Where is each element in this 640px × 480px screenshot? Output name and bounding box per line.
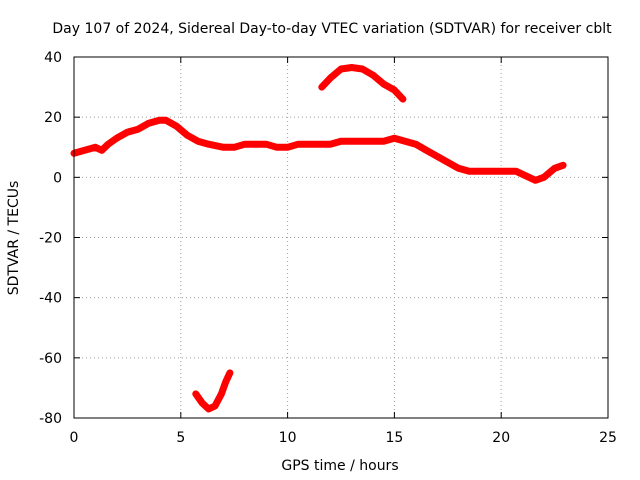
data-point: [338, 66, 344, 72]
data-point: [391, 87, 398, 94]
data-point: [156, 117, 163, 124]
data-point: [380, 138, 387, 145]
data-point: [252, 141, 259, 148]
data-point: [551, 165, 558, 172]
y-tick-label: 40: [44, 50, 62, 66]
y-tick-label: -80: [39, 411, 62, 427]
data-point: [184, 132, 191, 139]
y-tick-label: -20: [39, 231, 62, 247]
data-point: [399, 96, 406, 103]
data-point: [380, 81, 387, 88]
data-point: [222, 378, 229, 385]
data-point: [348, 138, 355, 145]
data-point: [162, 117, 169, 124]
y-tick-label: -60: [39, 351, 62, 367]
data-point: [338, 138, 344, 145]
data-point: [231, 144, 238, 151]
data-point: [194, 138, 201, 145]
data-point: [504, 168, 511, 175]
data-point: [218, 390, 225, 397]
data-point: [434, 153, 441, 160]
data-point: [135, 126, 142, 133]
data-point: [145, 120, 152, 127]
data-point: [173, 123, 180, 130]
data-point: [327, 75, 334, 82]
data-point: [205, 406, 212, 412]
data-point: [370, 72, 376, 79]
data-point: [513, 168, 520, 175]
data-point: [359, 138, 366, 145]
data-point: [316, 141, 323, 148]
data-point: [560, 162, 567, 169]
series-upper-arc: [318, 64, 407, 103]
y-tick-label: 0: [53, 170, 62, 186]
data-point: [199, 400, 206, 406]
data-point: [306, 141, 312, 148]
data-point: [205, 141, 212, 148]
data-point: [318, 84, 325, 91]
x-tick-label: 25: [599, 430, 617, 446]
data-point: [284, 144, 291, 151]
data-point: [402, 138, 409, 145]
data-point: [455, 165, 462, 172]
data-point: [466, 168, 473, 175]
x-axis-label: GPS time / hours: [281, 458, 398, 474]
data-point: [423, 147, 430, 154]
data-point: [92, 144, 99, 151]
x-tick-label: 5: [176, 430, 185, 446]
data-point: [220, 144, 227, 151]
data-point: [487, 168, 494, 175]
data-point: [412, 141, 419, 148]
x-tick-label: 15: [385, 430, 403, 446]
y-tick-label: -40: [39, 291, 62, 307]
grid-layer: [74, 57, 608, 418]
y-tick-label: 20: [44, 110, 62, 126]
y-axis-label: SDTVAR / TECUs: [6, 181, 22, 296]
x-tick-label: 20: [492, 430, 510, 446]
data-point: [498, 168, 505, 175]
data-point: [532, 177, 539, 184]
data-point: [526, 174, 532, 181]
x-tick-label: 10: [279, 430, 297, 446]
data-point: [476, 168, 483, 175]
chart-title: Day 107 of 2024, Sidereal Day-to-day VTE…: [52, 21, 612, 37]
data-point: [192, 390, 199, 397]
data-layer: [70, 64, 567, 413]
data-point: [212, 403, 218, 409]
data-point: [241, 141, 248, 148]
data-point: [295, 141, 302, 148]
data-point: [81, 147, 88, 154]
x-tick-label: 0: [70, 430, 79, 446]
tick-layer: 0 5 10 15 20 25 -80 -60 -40 -20 0 20 40: [39, 50, 617, 446]
data-point: [444, 159, 451, 166]
data-point: [273, 144, 280, 151]
data-point: [348, 64, 355, 71]
data-point: [226, 369, 233, 376]
data-point: [124, 129, 131, 136]
data-point: [105, 141, 112, 148]
data-point: [113, 135, 120, 142]
data-point: [263, 141, 270, 148]
data-point: [327, 141, 334, 148]
data-point: [98, 147, 105, 154]
data-point: [519, 171, 526, 178]
data-point: [359, 66, 366, 72]
data-point: [540, 174, 547, 181]
data-point: [370, 138, 376, 145]
data-point: [391, 135, 398, 142]
